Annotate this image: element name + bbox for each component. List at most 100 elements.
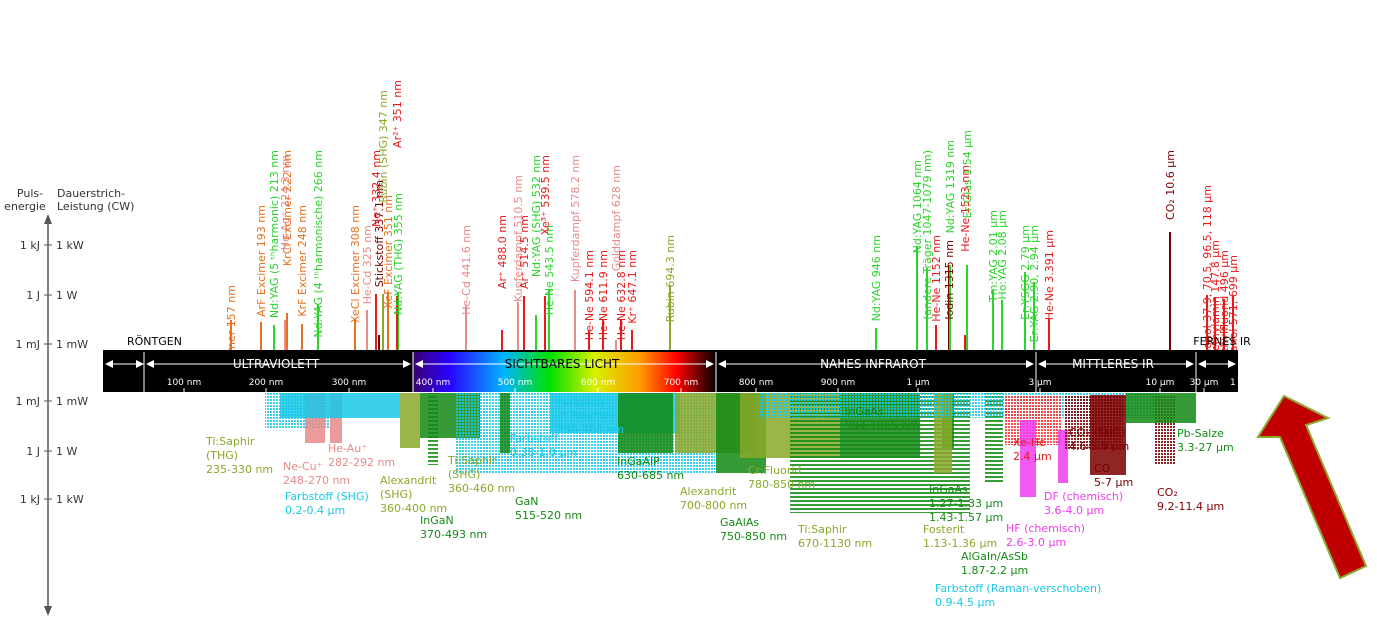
axis-tick-label: 200 nm	[249, 378, 284, 388]
laser-line-label: Nd:YAG 1319 nm	[944, 140, 957, 233]
laser-line-label: Iodin 1315 nm	[943, 240, 956, 320]
upper-cw-level: 1 kW	[56, 239, 84, 252]
band-box	[1020, 420, 1036, 497]
band-box	[400, 393, 420, 448]
axis-tick-label: 700 nm	[664, 378, 699, 388]
laser-line-label: KrF Excimer 248 nm	[296, 205, 309, 317]
region-nir: NAHES INFRAROT	[820, 357, 926, 371]
band-label: InGaAlP 630-685 nm	[617, 455, 684, 482]
laser-line-label: Nd:YAG 946 nm	[870, 235, 883, 321]
band-label: He-Au⁺ 282-292 nm	[328, 442, 395, 469]
laser-line-label: Nd:YAG 1064 nm	[911, 160, 924, 253]
lower-pulse-level: 1 mJ	[16, 395, 40, 408]
laser-line-label: He-Ne 1152 nm	[930, 235, 943, 322]
laser-line-label: Rubin 694.3 nm	[664, 235, 677, 322]
band-label: Farbstoff (SHG) 0.2-0.4 µm	[285, 490, 369, 517]
axis-tick-label: 3 µm	[1028, 378, 1051, 388]
laser-line-label: XeF Excimer 351 nm	[382, 195, 395, 309]
axis-tick-label: 600 nm	[581, 378, 616, 388]
band-label: GaAlAs 750-850 nm	[720, 516, 787, 543]
laser-line-label: CO₂ 10.6 µm	[1164, 150, 1177, 220]
laser-line-label: He-Ne 3.391 µm	[1043, 230, 1056, 320]
upper-pulse-level: 1 J	[26, 289, 40, 302]
laser-line-label: He-Ne 611.9 nm	[597, 250, 610, 340]
axis-tick-label: 400 nm	[416, 378, 451, 388]
laser-line-label: Nd:YAG (THG) 355 nm	[392, 193, 405, 315]
axis-tick-label: 30 µm	[1190, 378, 1219, 388]
pointer-arrow	[1256, 394, 1368, 580]
laser-line-label: Methanol 571, 699 µm	[1227, 255, 1240, 380]
axis-tick-label: 1 mm	[1230, 378, 1256, 388]
puls-label-2: energie	[4, 200, 46, 213]
band-label: InGaAs 904-1065 nm	[845, 405, 919, 432]
band-label: CO₂ 9.2-11.4 µm	[1157, 486, 1224, 513]
band-label: InGaN 370-493 nm	[420, 514, 487, 541]
band-label: Ne-Cu⁺ 248-270 nm	[283, 460, 350, 487]
axis-tick-label: 1 µm	[906, 378, 929, 388]
laser-line-label: Er:YAG 2.90, 2.94 µm	[1028, 225, 1041, 342]
laser-line-label: Ho:YAG 2.08 µm	[996, 210, 1009, 300]
laser-line-label: Methylamin 147.8 µm	[1209, 240, 1222, 361]
laser-line-label: He-Ne 1523 nm	[959, 165, 972, 252]
laser-line-label: Kr⁺ 647.1 nm	[626, 250, 639, 324]
laser-line-label: XeCl Excimer 308 nm	[349, 205, 362, 323]
upper-pulse-level: 1 kJ	[20, 239, 40, 252]
laser-line-label: He-Ne 543.5 nm	[543, 225, 556, 315]
laser-line-label: Nd:YAG (SHG) 532 nm	[530, 155, 543, 277]
laser-line-label: Tm:YAG 2.01 µm	[987, 210, 1000, 303]
axis-tick-label: 800 nm	[739, 378, 774, 388]
band-label: Farbstoff in Polymer 550-700 nm	[557, 395, 624, 436]
band-label: CO 5-7 µm	[1094, 462, 1133, 489]
band-label: Farbstoff 0.38-1.0 µm	[510, 432, 577, 459]
laser-line-label: Methylfluorid 496 µm	[1218, 250, 1231, 368]
band-box	[500, 393, 510, 453]
band-labels: Ti:Saphir (THG) 235-330 nm Ne-Cu⁺ 248-270 nm…	[205, 395, 1234, 609]
region-uv: ULTRAVIOLETT	[233, 357, 320, 371]
lower-cw-level: 1 W	[56, 445, 77, 458]
laser-line-label: Rubin (SHG) 347 nm	[377, 90, 390, 203]
upper-cw-level: 1 mW	[56, 338, 88, 351]
cw-label-1: Dauerstrich-	[57, 187, 125, 200]
puls-label-1: Puls-	[17, 187, 43, 200]
region-visible: SICHTBARES LICHT	[505, 357, 620, 371]
lower-pulse-level: 1 kJ	[20, 493, 40, 506]
axis-tick-label: 900 nm	[821, 378, 856, 388]
laser-line-label: Methanol 37.9, 70.5, 96.5, 118 µm	[1201, 185, 1214, 376]
band-box	[1090, 395, 1126, 475]
laser-line-label: He-Ne 594.1 nm	[583, 250, 596, 340]
laser-line-label: He-Ne 632.8 nm	[615, 250, 628, 340]
region-roentgen: RÖNTGEN	[127, 335, 182, 348]
laser-line-label: Stickstoff 337.1 nm	[373, 180, 386, 287]
laser-line-label: Xe³⁺ 539.5 nm	[539, 155, 552, 235]
band-label: Fosterit 1.13-1.36 µm	[923, 523, 997, 550]
axis-tick-label: 10 µm	[1146, 378, 1175, 388]
laser-line-label: He-Ag⁺ 224.3 nm	[279, 155, 292, 250]
band-boxes	[265, 393, 1196, 513]
band-label: Ti:Saphir 670-1130 nm	[797, 523, 872, 550]
axis-tick-label: 300 nm	[332, 378, 367, 388]
laser-line-label: Er:YSGG 2.79 µm	[1019, 225, 1032, 320]
band-label: AlGaIn/AsSb 1.87-2.2 µm	[961, 550, 1028, 577]
laser-line-label: Ar⁺ 514.5 nm	[518, 215, 531, 289]
laser-line-label: Kupferdampf 510.5 nm	[512, 175, 525, 302]
band-label: Cr:Fluorid 780-850 nm	[748, 464, 815, 491]
band-label: CO₂ (SHG) 4.6-5.8 µm	[1069, 426, 1129, 453]
band-label: InGaAs 1.27-1.33 µm 1.43-1.57 µm	[929, 483, 1003, 524]
laser-line-label: KrCl Excimer 222 nm	[281, 150, 294, 266]
band-label: Xe-He 2.4 µm	[1013, 436, 1052, 463]
band-label: Ti:Saphir (THG) 235-330 nm	[205, 435, 273, 476]
power-axis: Puls- energie Dauerstrich- Leistung (CW)…	[4, 187, 134, 616]
band-label: DF (chemisch) 3.6-4.0 µm	[1044, 490, 1123, 517]
laser-line-marks	[230, 232, 1234, 352]
laser-line-label: He-Cd 441.6 nm	[460, 225, 473, 315]
lower-cw-level: 1 mW	[56, 395, 88, 408]
band-box	[280, 393, 400, 418]
upper-pulse-level: 1 mJ	[16, 338, 40, 351]
band-label: HF (chemisch) 2.6-3.0 µm	[1006, 522, 1085, 549]
band-label: Farbstoff (Raman-verschoben) 0.9-4.5 µm	[935, 582, 1101, 609]
laser-line-label: ArF Excimer 193 nm	[255, 205, 268, 317]
band-box	[1058, 430, 1068, 483]
laser-line-label: Ne⁺ 332.4 nm	[370, 150, 383, 227]
